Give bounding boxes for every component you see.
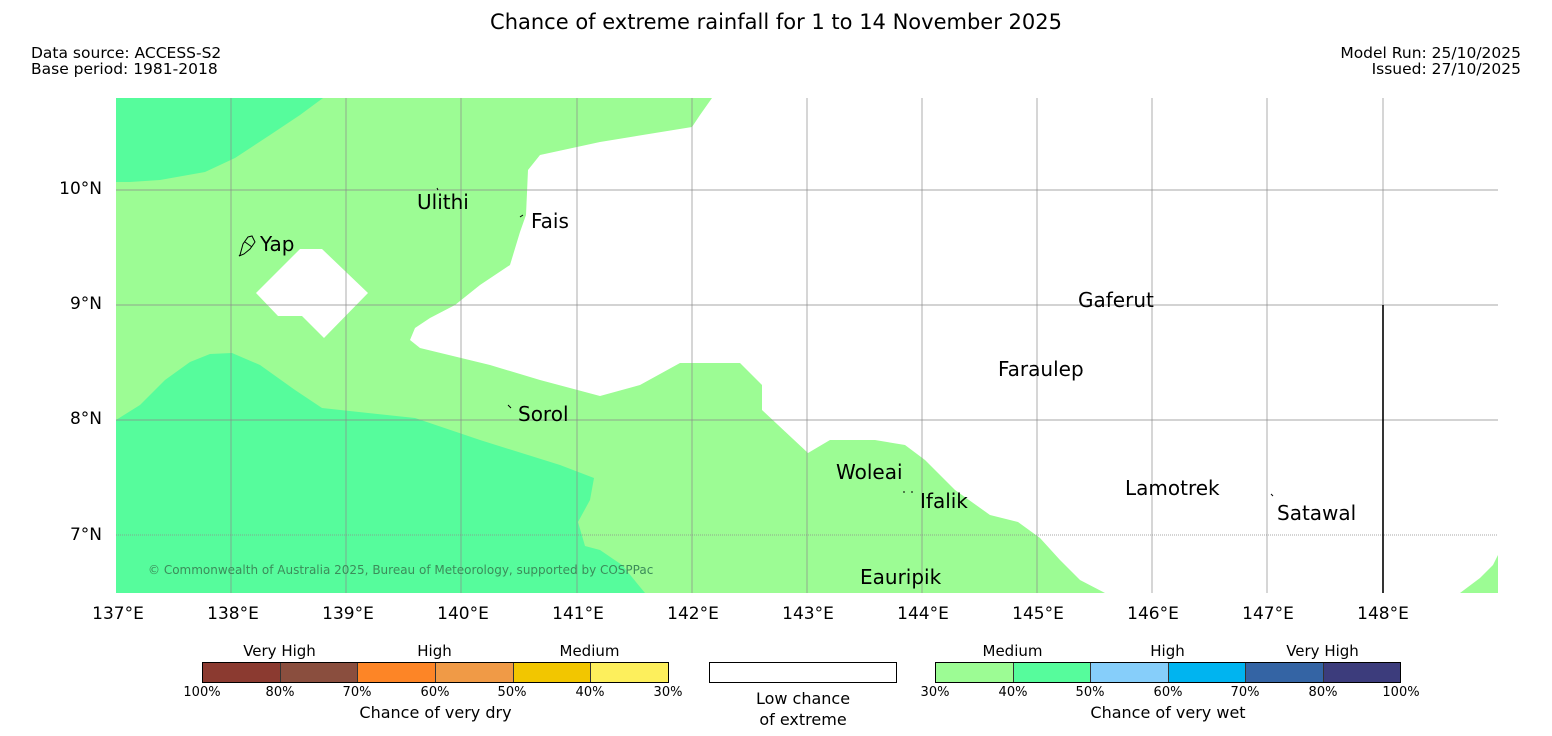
wet-swatch-6 (1323, 663, 1400, 682)
dry-swatch-2 (280, 663, 359, 682)
dry-tick-100: 100% (183, 685, 221, 700)
lon-label-146e: 146°E (1127, 604, 1179, 624)
wet-band-medium: Medium (982, 642, 1043, 660)
wet-high-region-south (116, 353, 645, 593)
dry-tick-70: 70% (342, 685, 372, 700)
issued-text: Issued: 27/10/2025 (1371, 60, 1521, 78)
place-label-fais: Fais (531, 209, 569, 233)
dry-colorbar (202, 662, 669, 683)
lon-label-139e: 139°E (322, 604, 374, 624)
place-label-woleai: Woleai (836, 460, 903, 484)
wet-legend-title: Chance of very wet (1090, 703, 1246, 722)
dry-band-high: High (417, 642, 452, 660)
wet-swatch-2 (1013, 663, 1091, 682)
wet-tick-40: 40% (998, 685, 1028, 700)
meta-left: Data source: ACCESS-S2 Base period: 1981… (31, 45, 221, 77)
wet-tick-80: 80% (1308, 685, 1338, 700)
base-period-text: Base period: 1981-2018 (31, 60, 218, 78)
place-label-sorol: Sorol (518, 402, 569, 426)
lon-label-143e: 143°E (782, 604, 834, 624)
lon-label-144e: 144°E (897, 604, 949, 624)
ulithi-island-mark (436, 187, 439, 191)
place-label-faraulep: Faraulep (998, 357, 1084, 381)
islands (238, 187, 1274, 497)
lat-label-8n: 8°N (69, 409, 102, 429)
satawal-island-mark (1270, 493, 1274, 497)
low-chance-swatch (709, 662, 897, 683)
meta-right: Model Run: 25/10/2025 Issued: 27/10/2025 (1340, 45, 1521, 77)
dry-tick-30: 30% (653, 685, 683, 700)
lon-label-142e: 142°E (667, 604, 719, 624)
place-label-satawal: Satawal (1277, 501, 1357, 525)
wet-band-high: High (1150, 642, 1185, 660)
wet-tick-50: 50% (1075, 685, 1105, 700)
wet-band-very-high: Very High (1286, 642, 1359, 660)
graticule (116, 98, 1498, 593)
dry-legend-title: Chance of very dry (359, 703, 512, 722)
dry-band-medium: Medium (559, 642, 620, 660)
dry-tick-60: 60% (420, 685, 450, 700)
place-label-gaferut: Gaferut (1078, 288, 1154, 312)
dry-tick-50: 50% (497, 685, 527, 700)
wet-tick-30: 30% (920, 685, 950, 700)
lon-label-148e: 148°E (1357, 604, 1409, 624)
wet-swatch-4 (1168, 663, 1246, 682)
dry-swatch-3 (358, 663, 437, 682)
dry-tick-80: 80% (265, 685, 295, 700)
wet-colorbar (935, 662, 1401, 683)
dry-swatch-5 (513, 663, 592, 682)
map-title: Chance of extreme rainfall for 1 to 14 N… (490, 10, 1062, 34)
lat-label-9n: 9°N (69, 294, 102, 314)
place-label-ifalik: Ifalik (920, 489, 968, 513)
lon-label-147e: 147°E (1242, 604, 1294, 624)
lon-label-141e: 141°E (552, 604, 604, 624)
lon-label-140e: 140°E (437, 604, 489, 624)
low-chance-patch (256, 249, 368, 338)
wet-medium-region-east (1460, 555, 1498, 593)
copyright-text: © Commonwealth of Australia 2025, Bureau… (148, 563, 654, 577)
lon-label-138e: 138°E (207, 604, 259, 624)
dry-swatch-4 (436, 663, 514, 682)
sorol-island-mark (507, 404, 512, 409)
dry-swatch-1 (203, 663, 281, 682)
low-chance-line1: Low chance (755, 689, 851, 708)
yap-island-shape (238, 235, 256, 257)
place-label-lamotrek: Lamotrek (1125, 476, 1220, 500)
lat-label-7n: 7°N (69, 525, 102, 545)
forecast-map (116, 98, 1498, 593)
wet-tick-100: 100% (1382, 685, 1420, 700)
wet-high-region-north (116, 98, 323, 182)
wet-swatch-1 (936, 663, 1014, 682)
wet-tick-70: 70% (1230, 685, 1260, 700)
wet-tick-60: 60% (1153, 685, 1183, 700)
low-chance-line2: of extreme (759, 710, 847, 729)
fais-island-mark (519, 214, 524, 218)
lon-label-145e: 145°E (1012, 604, 1064, 624)
wet-swatch-3 (1091, 663, 1169, 682)
dry-band-very-high: Very High (243, 642, 316, 660)
low-chance-label: Low chance of extreme (703, 688, 903, 730)
place-label-eauripik: Eauripik (860, 565, 942, 589)
place-label-yap: Yap (260, 232, 295, 256)
place-label-ulithi: Ulithi (417, 190, 469, 214)
dry-swatch-6 (591, 663, 669, 682)
data-source-text: Data source: ACCESS-S2 (31, 44, 222, 62)
lat-label-10n: 10°N (59, 179, 102, 199)
model-run-text: Model Run: 25/10/2025 (1340, 44, 1521, 62)
wet-swatch-5 (1246, 663, 1324, 682)
lon-label-137e: 137°E (92, 604, 144, 624)
dry-tick-40: 40% (575, 685, 605, 700)
